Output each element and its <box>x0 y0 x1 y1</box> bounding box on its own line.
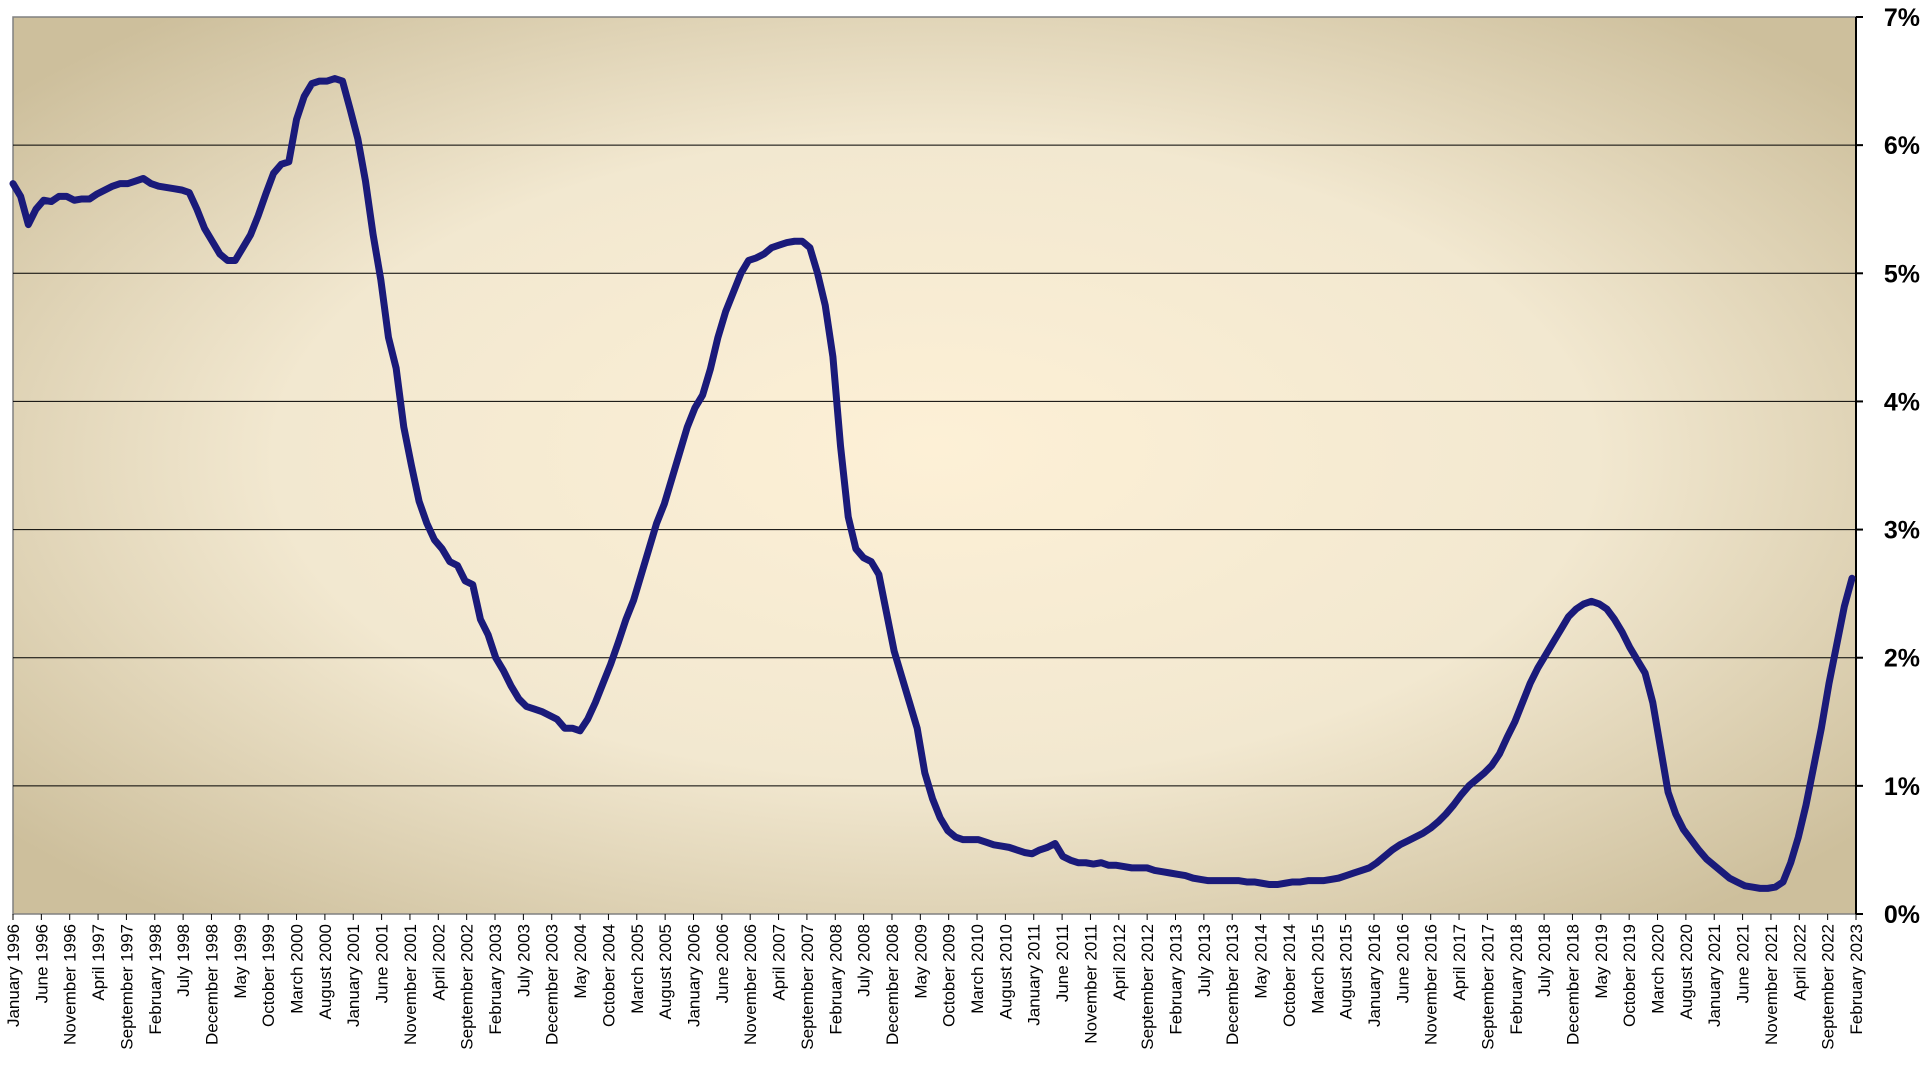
y-tick-label: 0% <box>1884 901 1920 929</box>
y-tick-label: 5% <box>1884 260 1920 288</box>
x-tick-label: August 2015 <box>1337 924 1356 1019</box>
x-tick-label: February 2003 <box>486 924 505 1035</box>
x-tick-label: October 2009 <box>940 924 959 1027</box>
x-tick-label: July 2008 <box>855 924 874 997</box>
plot-area <box>12 16 1857 915</box>
x-tick-label: January 2006 <box>684 924 703 1027</box>
x-tick-label: November 2011 <box>1081 924 1100 1044</box>
series-line <box>9 75 1856 892</box>
x-tick-label: September 2017 <box>1478 924 1497 1050</box>
y-tick-label: 7% <box>1884 4 1920 32</box>
x-tick-label: September 2002 <box>458 924 477 1050</box>
x-tick-label: February 2008 <box>826 924 845 1035</box>
x-tick-label: August 2020 <box>1677 924 1696 1019</box>
x-tick-label: December 2013 <box>1223 924 1242 1045</box>
y-tick-label: 6% <box>1884 132 1920 160</box>
x-tick-label: October 2004 <box>599 924 618 1027</box>
x-tick-label: September 1997 <box>117 924 136 1050</box>
x-tick-label: June 1996 <box>32 924 51 1003</box>
x-tick-label: January 2011 <box>1025 924 1044 1026</box>
x-tick-label: March 2000 <box>288 924 307 1014</box>
x-tick-label: January 1996 <box>4 924 23 1027</box>
x-tick-label: April 1997 <box>89 924 108 1001</box>
x-tick-label: March 2020 <box>1649 924 1668 1014</box>
y-tick-label: 4% <box>1884 388 1920 416</box>
x-axis: January 1996 June 1996 November 1996 April … <box>4 914 1866 1050</box>
y-tick-label: 3% <box>1884 517 1920 545</box>
x-tick-label: January 2021 <box>1705 924 1724 1027</box>
x-tick-label: May 2019 <box>1592 924 1611 999</box>
x-tick-label: March 2005 <box>628 924 647 1014</box>
x-tick-label: September 2012 <box>1138 924 1157 1050</box>
x-tick-label: January 2001 <box>344 924 363 1027</box>
x-tick-label: March 2015 <box>1308 924 1327 1014</box>
x-tick-label: August 2010 <box>996 924 1015 1019</box>
y-tick-label: 2% <box>1884 645 1920 673</box>
x-tick-label: February 2018 <box>1507 924 1526 1035</box>
x-tick-label: October 2014 <box>1280 924 1299 1027</box>
x-tick-label: October 1999 <box>259 924 278 1027</box>
x-tick-label: April 2002 <box>429 924 448 1001</box>
x-tick-label: August 2000 <box>316 924 335 1019</box>
x-tick-label: July 2018 <box>1535 924 1554 997</box>
x-tick-label: July 1998 <box>174 924 193 997</box>
x-tick-label: December 1998 <box>202 924 221 1045</box>
x-tick-label: February 2023 <box>1847 924 1866 1035</box>
x-tick-label: September 2022 <box>1819 924 1838 1050</box>
x-tick-label: July 2003 <box>514 924 533 997</box>
x-tick-label: October 2019 <box>1620 924 1639 1027</box>
x-tick-label: December 2003 <box>543 924 562 1045</box>
x-tick-label: January 2016 <box>1365 924 1384 1027</box>
x-tick-label: April 2007 <box>770 924 789 1001</box>
x-tick-label: November 2021 <box>1762 924 1781 1045</box>
x-tick-label: June 2016 <box>1393 924 1412 1003</box>
x-tick-label: April 2022 <box>1790 924 1809 1001</box>
x-tick-label: June 2021 <box>1734 924 1753 1003</box>
x-tick-label: November 2006 <box>741 924 760 1045</box>
x-tick-label: February 1998 <box>146 924 165 1035</box>
gridlines <box>13 144 1856 787</box>
x-tick-label: November 2016 <box>1422 924 1441 1045</box>
x-tick-label: May 2004 <box>571 924 590 999</box>
x-tick-label: June 2006 <box>713 924 732 1003</box>
x-tick-label: May 2014 <box>1252 924 1271 999</box>
x-tick-label: February 2013 <box>1167 924 1186 1035</box>
x-tick-label: May 2009 <box>911 924 930 999</box>
x-tick-label: July 2013 <box>1195 924 1214 997</box>
x-tick-label: November 2001 <box>401 924 420 1045</box>
x-tick-label: June 2011 <box>1053 924 1072 1002</box>
x-tick-label: December 2008 <box>883 924 902 1045</box>
x-tick-label: September 2007 <box>798 924 817 1050</box>
x-tick-label: April 2012 <box>1110 924 1129 1001</box>
x-tick-label: April 2017 <box>1450 924 1469 1001</box>
x-tick-label: March 2010 <box>968 924 987 1014</box>
y-axis: 0% 1% 2% 3% 4% 5% 6% 7% <box>1855 4 1920 929</box>
x-tick-label: June 2001 <box>373 924 392 1003</box>
x-tick-label: December 2018 <box>1563 924 1582 1045</box>
x-tick-label: May 1999 <box>231 924 250 999</box>
x-tick-label: November 1996 <box>61 924 80 1045</box>
x-tick-label: August 2005 <box>656 924 675 1019</box>
y-tick-label: 1% <box>1884 773 1920 801</box>
